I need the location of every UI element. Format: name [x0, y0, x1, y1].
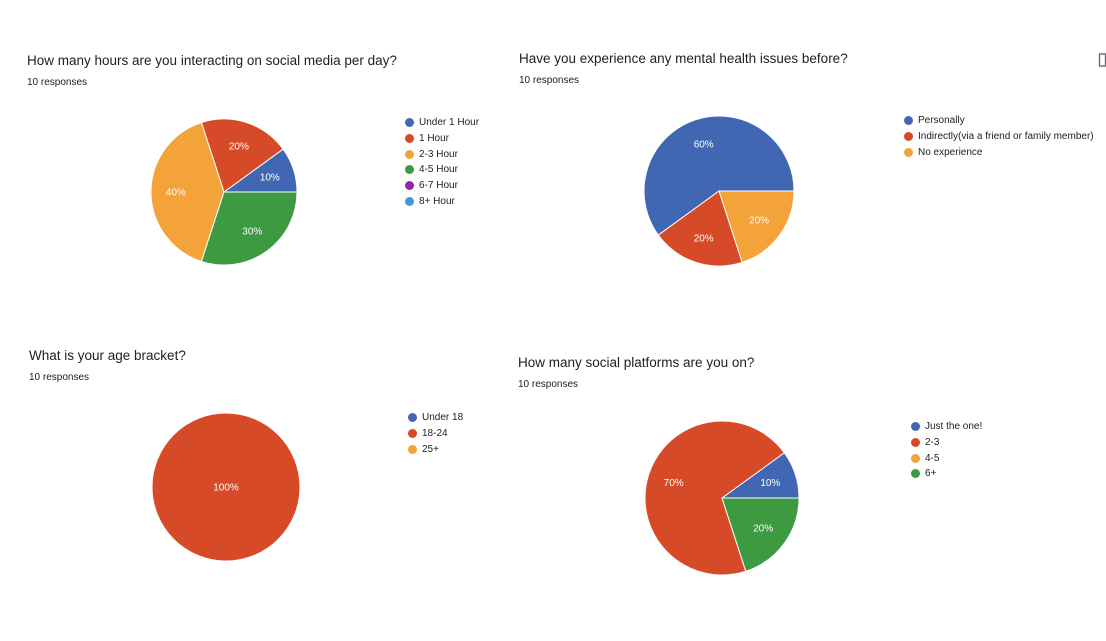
legend-swatch	[405, 149, 414, 159]
legend-item-6: 6+	[911, 466, 982, 482]
legend-item-8-hour: 8+ Hour	[405, 193, 479, 209]
slice-label-2-3: 70%	[664, 478, 684, 489]
legend-item-under-1-hour: Under 1 Hour	[405, 115, 479, 131]
legend-item-1-hour: 1 Hour	[405, 131, 479, 147]
legend-swatch	[911, 453, 920, 463]
slice-label-indirectly-via-a-friend-or-family-member: 20%	[694, 234, 714, 245]
legend-label: 2-3 Hour	[419, 148, 458, 160]
slice-label-under-1-hour: 10%	[260, 173, 280, 184]
legend-item-indirectly-via-a-friend-or-family-member: Indirectly(via a friend or family member…	[904, 129, 1094, 145]
legend-swatch	[405, 165, 414, 175]
chart-title: How many social platforms are you on?	[518, 355, 755, 370]
legend-swatch	[405, 181, 414, 191]
legend-swatch	[911, 469, 920, 479]
legend-swatch	[408, 444, 417, 454]
copy-icon[interactable]	[1098, 53, 1106, 67]
chart-title: How many hours are you interacting on so…	[27, 53, 397, 68]
legend-label: Under 1 Hour	[419, 117, 480, 129]
legend-label: 4-5	[925, 452, 940, 464]
response-count: 10 responses	[29, 372, 90, 383]
legend-swatch	[408, 413, 417, 423]
legend-item-2-3: 2-3	[911, 435, 982, 451]
legend-swatch	[904, 116, 913, 126]
slice-label-2-3-hour: 40%	[166, 188, 186, 199]
chart-title: What is your age bracket?	[29, 348, 186, 363]
legend-label: No experience	[918, 146, 983, 158]
pie-slice-2-3	[644, 420, 785, 576]
pie-slice-4-5-hour	[200, 191, 298, 266]
legend-label: 2-3	[925, 437, 940, 449]
response-count: 10 responses	[519, 75, 580, 86]
pie-slice-6	[721, 497, 800, 572]
legend-label: 25+	[422, 443, 439, 455]
chart-legend: Just the one! 2-3 4-5 6+	[911, 419, 982, 482]
pie-chart-hours: 10% 20% 40% 30%	[150, 118, 298, 266]
slice-label-just-the-one: 10%	[760, 478, 780, 489]
legend-item-4-5-hour: 4-5 Hour	[405, 162, 479, 178]
legend-swatch	[911, 422, 920, 432]
pie-slice-no-experience	[718, 190, 795, 263]
slice-label-no-experience: 20%	[749, 216, 769, 227]
chart-legend: Under 1 Hour 1 Hour 2-3 Hour 4-5 Hour 6-7 Ho…	[405, 115, 479, 209]
chart-legend: Personally Indirectly(via a friend or fam…	[904, 113, 1094, 160]
pie-slice-indirectly-via-a-friend-or-family-member	[657, 190, 743, 267]
legend-swatch	[904, 147, 913, 157]
legend-label: 18-24	[422, 428, 448, 440]
legend-swatch	[911, 438, 920, 448]
slice-label-18-24: 100%	[213, 483, 239, 494]
legend-swatch	[405, 118, 414, 128]
legend-label: Just the one!	[925, 421, 983, 433]
pie-chart-age: 100%	[151, 412, 301, 562]
legend-item-personally: Personally	[904, 113, 1094, 129]
legend-swatch	[405, 196, 414, 206]
legend-item-no-experience: No experience	[904, 144, 1094, 160]
legend-item-18-24: 18-24	[408, 426, 463, 442]
pie-slice-1-hour	[200, 118, 284, 193]
pie-slice-18-24	[151, 412, 301, 562]
legend-item-under-18: Under 18	[408, 410, 463, 426]
legend-label: 6+	[925, 468, 937, 480]
legend-label: Indirectly(via a friend or family member…	[918, 131, 1094, 143]
slice-label-personally: 60%	[694, 139, 714, 150]
legend-swatch	[904, 132, 913, 142]
pie-chart-mental-health: 60% 20% 20%	[643, 115, 795, 267]
legend-item-6-7-hour: 6-7 Hour	[405, 178, 479, 194]
legend-item-just-the-one: Just the one!	[911, 419, 982, 435]
legend-label: Personally	[918, 115, 965, 127]
legend-label: 4-5 Hour	[419, 164, 458, 176]
pie-slice-personally	[643, 115, 795, 236]
slice-label-4-5-hour: 30%	[242, 226, 262, 237]
legend-item-25: 25+	[408, 441, 463, 457]
legend-swatch	[405, 134, 414, 144]
response-count: 10 responses	[27, 77, 88, 88]
legend-item-4-5: 4-5	[911, 450, 982, 466]
legend-label: 1 Hour	[419, 133, 450, 145]
legend-swatch	[408, 429, 417, 439]
legend-label: 8+ Hour	[419, 195, 455, 207]
response-count: 10 responses	[518, 379, 579, 390]
slice-label-6: 20%	[753, 523, 773, 534]
legend-label: 6-7 Hour	[419, 180, 458, 192]
pie-chart-platforms: 10% 70% 20%	[644, 420, 800, 576]
pie-slice-2-3-hour	[150, 121, 225, 263]
slice-label-1-hour: 20%	[229, 142, 249, 153]
chart-legend: Under 18 18-24 25+	[408, 410, 463, 457]
chart-title: Have you experience any mental health is…	[519, 51, 848, 66]
legend-item-2-3-hour: 2-3 Hour	[405, 146, 479, 162]
legend-label: Under 18	[422, 412, 464, 424]
